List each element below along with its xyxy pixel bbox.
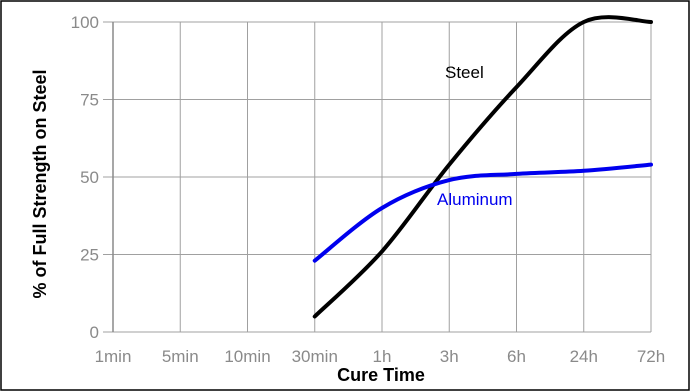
series-layer: Steel Aluminum xyxy=(312,15,653,319)
y-axis-title: % of Full Strength on Steel xyxy=(30,70,50,299)
steel-label: Steel xyxy=(445,63,484,82)
x-tick-label: 1h xyxy=(373,347,392,366)
x-axis-title: Cure Time xyxy=(337,365,425,385)
aluminum-label: Aluminum xyxy=(437,190,513,209)
x-tick-label: 6h xyxy=(507,347,526,366)
x-tick-label: 10min xyxy=(224,347,270,366)
y-tick-label: 100 xyxy=(71,13,99,32)
y-tick-label: 25 xyxy=(80,246,99,265)
x-tick-label: 3h xyxy=(440,347,459,366)
y-tick-label: 75 xyxy=(80,91,99,110)
tick-labels: 1min 5min 10min 30min 1h 3h 6h 24h 72h 0 25 50 75 100 xyxy=(71,13,666,366)
aluminum-line xyxy=(312,162,653,263)
x-tick-label: 30min xyxy=(292,347,338,366)
y-tick-label: 50 xyxy=(80,168,99,187)
x-tick-label: 1min xyxy=(95,347,132,366)
x-tick-label: 5min xyxy=(162,347,199,366)
x-tick-label: 72h xyxy=(637,347,665,366)
steel-line xyxy=(312,15,653,319)
x-tick-label: 24h xyxy=(570,347,598,366)
y-tick-label: 0 xyxy=(90,323,99,342)
